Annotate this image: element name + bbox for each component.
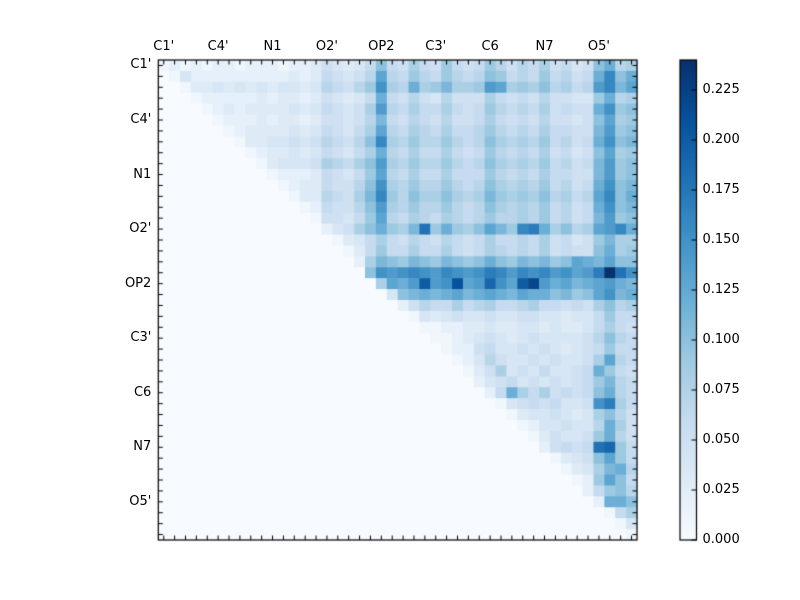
x-tick-label-o2p: O2' [315, 39, 338, 54]
y-tick-label-c1p: C1' [130, 57, 152, 73]
colorbar-tick-label-0.175: 0.175 [702, 182, 740, 197]
y-tick-label-n1: N1 [133, 166, 152, 182]
colorbar-tick-label-0.025: 0.025 [702, 482, 740, 497]
y-tick-label-c4p: C4' [130, 112, 152, 127]
x-tick-label-c6: C6 [481, 39, 499, 54]
y-tick-label-o2p: O2' [129, 221, 152, 237]
x-tick-label-o5p: O5' [587, 39, 610, 54]
x-tick-label-op2: OP2 [368, 39, 395, 54]
colorbar-tick-label-0.200: 0.200 [702, 132, 740, 147]
x-tick-label-c3p: C3' [425, 39, 447, 54]
colorbar-tick-label-0.075: 0.075 [702, 382, 740, 397]
y-tick-label-c6: C6 [133, 384, 152, 400]
x-tick-label-n1: N1 [263, 39, 282, 54]
colorbar-tick-label-0.150: 0.150 [702, 232, 740, 247]
x-tick-label-c4p: C4' [207, 39, 229, 54]
x-tick-label-n7: N7 [535, 39, 554, 54]
y-tick-label-c3p: C3' [130, 330, 152, 346]
y-tick-label-o5p: O5' [129, 493, 152, 509]
y-tick-label-op2: OP2 [124, 275, 152, 291]
y-tick-label-n7: N7 [133, 439, 152, 455]
colorbar-tick-label-0.000: 0.000 [702, 532, 740, 547]
x-tick-label-c1p: C1' [153, 39, 175, 54]
colorbar-tick-label-0.225: 0.225 [702, 82, 740, 97]
colorbar-tick-label-0.050: 0.050 [702, 432, 740, 447]
colorbar-tick-label-0.125: 0.125 [702, 282, 740, 297]
colorbar-tick-label-0.100: 0.100 [702, 332, 740, 347]
